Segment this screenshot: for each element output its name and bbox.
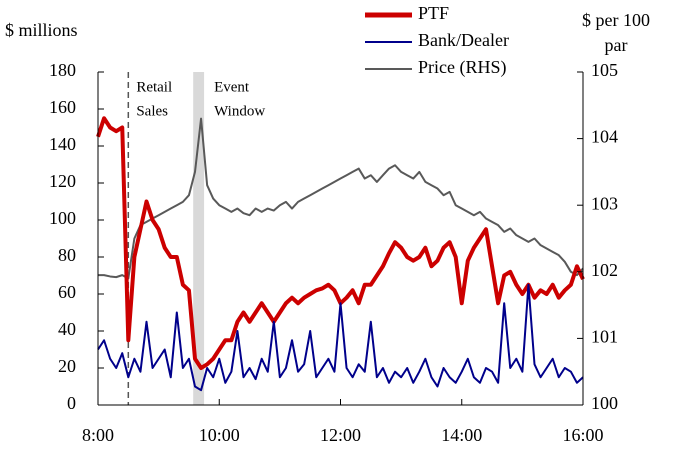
y2-tick-label: 101 <box>591 327 618 347</box>
y-tick-label: 140 <box>49 134 76 154</box>
y2-tick-label: 104 <box>591 127 618 147</box>
y2-tick-label: 103 <box>591 193 618 213</box>
y-tick-label: 80 <box>58 245 76 265</box>
y2-axis-label: par <box>605 35 628 55</box>
series-line <box>96 116 585 370</box>
annotation: Event <box>214 79 250 95</box>
x-tick-label: 12:00 <box>320 425 361 445</box>
legend-label: Bank/Dealer <box>418 30 509 50</box>
y2-tick-label: 102 <box>591 260 618 280</box>
annotation: Window <box>214 103 265 119</box>
y2-axis-label: $ per 100 <box>582 10 650 30</box>
series-line <box>97 283 584 392</box>
y-tick-label: 160 <box>49 97 76 117</box>
y-tick-label: 100 <box>49 208 76 228</box>
event-window <box>193 72 205 405</box>
y-tick-label: 40 <box>58 319 76 339</box>
y-tick-label: 0 <box>67 393 76 413</box>
y-tick-label: 60 <box>58 282 76 302</box>
x-tick-label: 14:00 <box>441 425 482 445</box>
y2-tick-label: 105 <box>591 60 618 80</box>
legend-label: PTF <box>418 3 449 23</box>
x-tick-label: 16:00 <box>562 425 603 445</box>
annotation: Retail <box>136 79 172 95</box>
x-tick-label: 8:00 <box>82 425 114 445</box>
annotation: Sales <box>136 103 168 119</box>
x-tick-label: 10:00 <box>199 425 240 445</box>
y-tick-label: 20 <box>58 356 76 376</box>
legend-label: Price (RHS) <box>418 57 507 78</box>
y-tick-label: 180 <box>49 60 76 80</box>
y2-tick-label: 100 <box>591 393 618 413</box>
y-axis-label: $ millions <box>5 20 78 40</box>
series-line <box>98 117 584 280</box>
y-tick-label: 120 <box>49 171 76 191</box>
